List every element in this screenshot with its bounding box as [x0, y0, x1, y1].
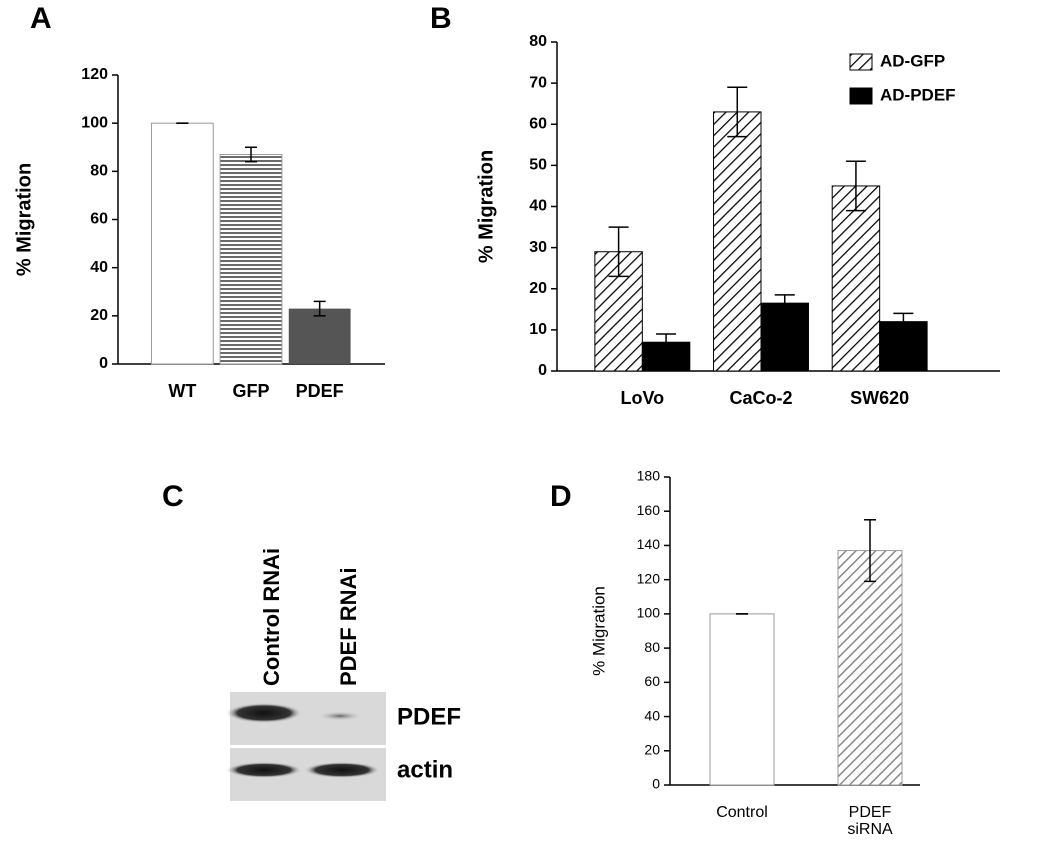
y-tick-label: 80 [529, 33, 547, 50]
y-tick-label: 60 [644, 673, 660, 689]
bar [709, 613, 775, 786]
y-tick-label: 120 [81, 66, 108, 83]
y-tick-label: 40 [90, 259, 108, 276]
y-tick-label: 10 [529, 321, 547, 338]
error-bar [774, 294, 795, 313]
bar [831, 185, 881, 372]
band-label: actin [397, 756, 453, 783]
y-tick-label: 140 [637, 536, 661, 552]
y-axis-label: % Migration [475, 150, 497, 263]
y-tick-label: 20 [90, 307, 108, 324]
error-bar [727, 86, 748, 138]
y-axis-label: % Migration [589, 586, 608, 676]
y-tick-label: 40 [529, 198, 547, 215]
legend-swatch [849, 87, 873, 105]
panel-label: A [30, 2, 52, 35]
legend-swatch [849, 53, 873, 71]
x-tick-label: Control [716, 804, 768, 821]
y-tick-label: 30 [529, 239, 547, 256]
chart-panel: B % Migration 0 10 20 30 40 50 60 70 80 LoVo CaCo-2 S… [430, 2, 1000, 408]
band-label: PDEF [397, 703, 461, 730]
blot-band [226, 762, 302, 778]
error-bar [608, 226, 629, 278]
y-tick-label: 100 [637, 605, 661, 621]
blot-panel: C Control RNAi PDEF RNAi PDEF actin [162, 480, 461, 801]
blot-band [316, 711, 364, 721]
blot-band [226, 703, 302, 723]
bar [760, 302, 809, 372]
panel-label: C [162, 480, 184, 513]
legend-label: AD-GFP [880, 51, 945, 70]
y-tick-label: 60 [90, 211, 108, 228]
bar [713, 111, 762, 372]
y-tick-label: 20 [644, 741, 660, 757]
y-tick-label: 70 [529, 74, 547, 91]
y-tick-label: 100 [81, 114, 108, 131]
blot-band [304, 762, 380, 778]
y-tick-label: 80 [644, 639, 660, 655]
y-tick-label: 0 [652, 776, 660, 792]
y-tick-label: 40 [644, 707, 660, 723]
x-tick-label: PDEF siRNA [847, 804, 893, 838]
error-bar [656, 333, 677, 352]
y-tick-label: 160 [637, 502, 661, 518]
legend-label: AD-PDEF [880, 85, 956, 104]
bar [837, 550, 903, 786]
error-bar [864, 519, 876, 583]
chart-panel: A % Migration 0 20 40 60 80 100 120 WT GFP PDEF [13, 2, 385, 401]
x-tick-label: CaCo-2 [729, 388, 792, 408]
chart-panel: D % Migration 0 20 40 60 80 100 120 140 160 180 Cont… [550, 468, 920, 838]
lane-label: Control RNAi [259, 548, 284, 686]
x-tick-label: WT [168, 381, 196, 401]
error-bar [245, 146, 257, 163]
x-tick-label: SW620 [850, 388, 909, 408]
y-tick-label: 120 [637, 570, 661, 586]
y-tick-label: 50 [529, 157, 547, 174]
lane-label: PDEF RNAi [336, 567, 361, 686]
panel-label: D [550, 480, 572, 513]
y-tick-label: 60 [529, 115, 547, 132]
y-tick-label: 0 [99, 355, 108, 372]
x-tick-label: LoVo [621, 388, 665, 408]
error-bar [313, 300, 326, 317]
error-bar [845, 160, 866, 212]
y-tick-label: 0 [538, 362, 547, 379]
y-tick-label: 180 [637, 468, 661, 484]
y-tick-label: 20 [529, 280, 547, 297]
error-bar [893, 312, 914, 331]
x-tick-label: GFP [232, 381, 269, 401]
bar [288, 308, 351, 364]
bar [219, 153, 283, 365]
x-tick-label: PDEF [296, 381, 344, 401]
y-axis-label: % Migration [13, 163, 35, 276]
y-tick-label: 80 [90, 163, 108, 180]
bar [150, 122, 214, 365]
panel-label: B [430, 2, 452, 35]
